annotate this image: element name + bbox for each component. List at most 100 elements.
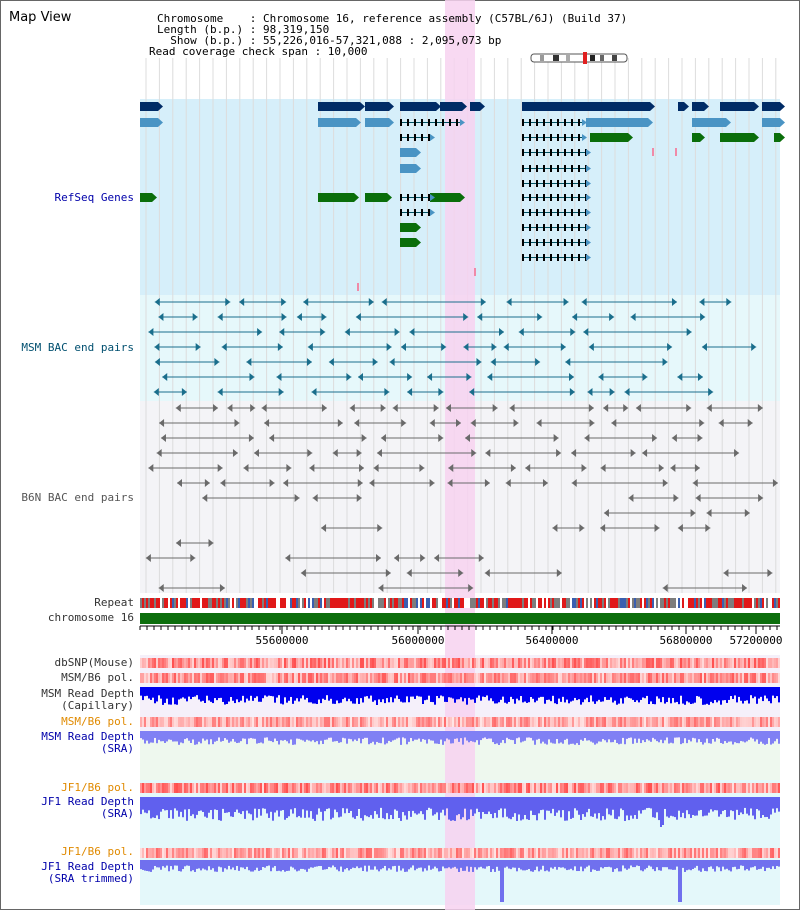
- heat-cell: [146, 658, 148, 668]
- depth-bar: [148, 687, 150, 699]
- depth-bar: [226, 731, 228, 740]
- heat-cell: [412, 783, 414, 793]
- depth-bar: [388, 687, 390, 703]
- depth-bar: [330, 797, 332, 820]
- repeat-mark: [298, 598, 300, 608]
- heat-cell: [340, 658, 342, 668]
- depth-bar: [376, 797, 378, 815]
- depth-bar: [250, 860, 252, 872]
- bac-end: [505, 479, 511, 487]
- depth-bar: [468, 731, 470, 743]
- repeat-mark: [536, 598, 538, 608]
- heat-cell: [186, 717, 188, 727]
- depth-bar: [428, 860, 430, 866]
- b6n-bac-end-pairs-label[interactable]: B6N BAC end pairs: [21, 491, 134, 504]
- msm-bac-end-pairs-label[interactable]: MSM BAC end pairs: [21, 341, 134, 354]
- depth-bar: [562, 797, 564, 811]
- gene-arrow: [389, 102, 394, 111]
- depth-bar: [284, 687, 286, 698]
- heat-cell: [760, 673, 762, 683]
- heat-cell: [274, 848, 276, 858]
- depth-bar: [654, 797, 656, 818]
- bac-end: [694, 464, 700, 472]
- exon: [578, 254, 580, 261]
- heat-cell: [570, 717, 572, 727]
- gene-arrow: [416, 148, 421, 157]
- depth-bar: [186, 687, 188, 702]
- depth-bar: [286, 860, 288, 871]
- repeat-mark: [318, 598, 320, 608]
- depth-bar: [634, 797, 636, 816]
- heat-cell: [772, 717, 774, 727]
- exon: [435, 119, 437, 126]
- refseq-genes-label[interactable]: RefSeq Genes: [54, 191, 134, 204]
- heat-cell: [390, 783, 392, 793]
- heat-cell: [216, 658, 218, 668]
- heat-cell: [628, 673, 630, 683]
- repeat-mark: [736, 598, 738, 608]
- heat-cell: [582, 658, 584, 668]
- heat-cell: [516, 717, 518, 727]
- depth-bar: [280, 860, 282, 872]
- heat-cell: [552, 673, 554, 683]
- depth-bar: [158, 797, 160, 820]
- gene-arrow: [586, 149, 591, 156]
- depth-bar: [662, 731, 664, 744]
- depth-bar: [584, 797, 586, 817]
- heat-cell: [704, 783, 706, 793]
- bac-end: [718, 419, 724, 427]
- heat-cell: [216, 783, 218, 793]
- heat-cell: [572, 673, 574, 683]
- gene-arrow: [726, 118, 731, 127]
- heat-cell: [732, 673, 734, 683]
- depth-bar: [352, 860, 354, 868]
- heat-cell: [776, 673, 778, 683]
- heat-cell: [310, 658, 312, 668]
- depth-bar: [462, 860, 464, 871]
- heat-cell: [196, 848, 198, 858]
- depth-bar: [186, 797, 188, 821]
- heat-cell: [526, 658, 528, 668]
- repeat-mark: [386, 598, 388, 608]
- depth-bar: [454, 797, 456, 821]
- depth-bar: [180, 860, 182, 872]
- heat-cell: [466, 783, 468, 793]
- depth-bar: [288, 797, 290, 817]
- heat-cell: [332, 848, 334, 858]
- heat-cell: [550, 717, 552, 727]
- gene-arrow: [480, 102, 485, 111]
- heat-cell: [728, 658, 730, 668]
- heat-cell: [286, 658, 288, 668]
- depth-bar: [622, 687, 624, 704]
- heat-cell: [466, 717, 468, 727]
- depth-bar: [768, 797, 770, 819]
- repeat-mark: [216, 598, 218, 608]
- repeat-mark: [654, 598, 656, 608]
- heat-cell: [420, 717, 422, 727]
- ideogram-position-marker: [583, 52, 587, 64]
- depth-bar: [280, 731, 282, 741]
- depth-bar: [646, 731, 648, 740]
- depth-bar: [184, 797, 186, 810]
- depth-bar: [454, 860, 456, 867]
- heat-cell: [710, 783, 712, 793]
- heat-cell: [328, 848, 330, 858]
- heat-cell: [726, 717, 728, 727]
- heat-cell: [280, 717, 282, 727]
- bac-end: [354, 419, 360, 427]
- heat-cell: [644, 658, 646, 668]
- heat-cell: [200, 848, 202, 858]
- depth-bar: [664, 797, 666, 809]
- heat-cell: [646, 673, 648, 683]
- depth-bar: [388, 731, 390, 741]
- heat-cell: [308, 658, 310, 668]
- depth-bar: [742, 731, 744, 742]
- heat-cell: [316, 658, 318, 668]
- heat-cell: [720, 783, 722, 793]
- exon: [421, 194, 423, 201]
- heat-cell: [752, 848, 754, 858]
- heat-cell: [290, 783, 292, 793]
- repeat-mark: [566, 598, 568, 608]
- depth-bar: [302, 797, 304, 810]
